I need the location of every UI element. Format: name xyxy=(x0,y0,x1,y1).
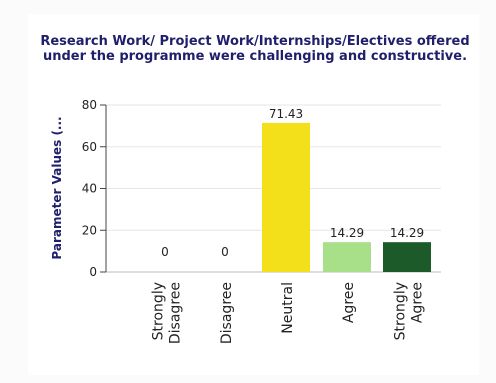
x-tick-label: Strongly Agree xyxy=(393,282,426,340)
x-tick-label-line: Disagree xyxy=(168,282,184,344)
x-tick-label-line: Strongly xyxy=(151,282,167,340)
x-tick-label: Strongly Disagree xyxy=(151,282,184,344)
bar xyxy=(262,123,310,272)
x-tick-label: Disagree xyxy=(219,282,235,344)
x-tick-label-line: Neutral xyxy=(280,282,296,334)
y-tick-label: 20 xyxy=(82,223,97,237)
x-tick-labels: Strongly Disagree Disagree Neutral Agree Stro… xyxy=(151,282,426,344)
data-label: 14.29 xyxy=(390,226,424,240)
y-tick-label: 60 xyxy=(82,140,97,154)
y-tick-label: 0 xyxy=(89,265,97,279)
x-tick-label: Neutral xyxy=(280,282,296,334)
data-label: 0 xyxy=(221,245,229,259)
data-label: 14.29 xyxy=(330,226,364,240)
x-tick-label-line: Disagree xyxy=(219,282,235,344)
x-tick-label-line: Agree xyxy=(341,282,357,323)
data-label: 71.43 xyxy=(269,107,303,121)
bars xyxy=(262,123,431,272)
data-label: 0 xyxy=(161,245,169,259)
x-tick-label-line: Strongly xyxy=(393,282,409,340)
x-tick-label: Agree xyxy=(341,282,357,323)
x-tick-label-line: Agree xyxy=(410,282,426,323)
bar xyxy=(323,242,371,272)
y-tick-label: 40 xyxy=(82,182,97,196)
y-axis-label: Parameter Values (... xyxy=(50,116,64,259)
bar xyxy=(383,242,431,272)
y-tick-label: 80 xyxy=(82,98,97,112)
y-ticks: 0 20 40 60 80 xyxy=(82,98,106,279)
